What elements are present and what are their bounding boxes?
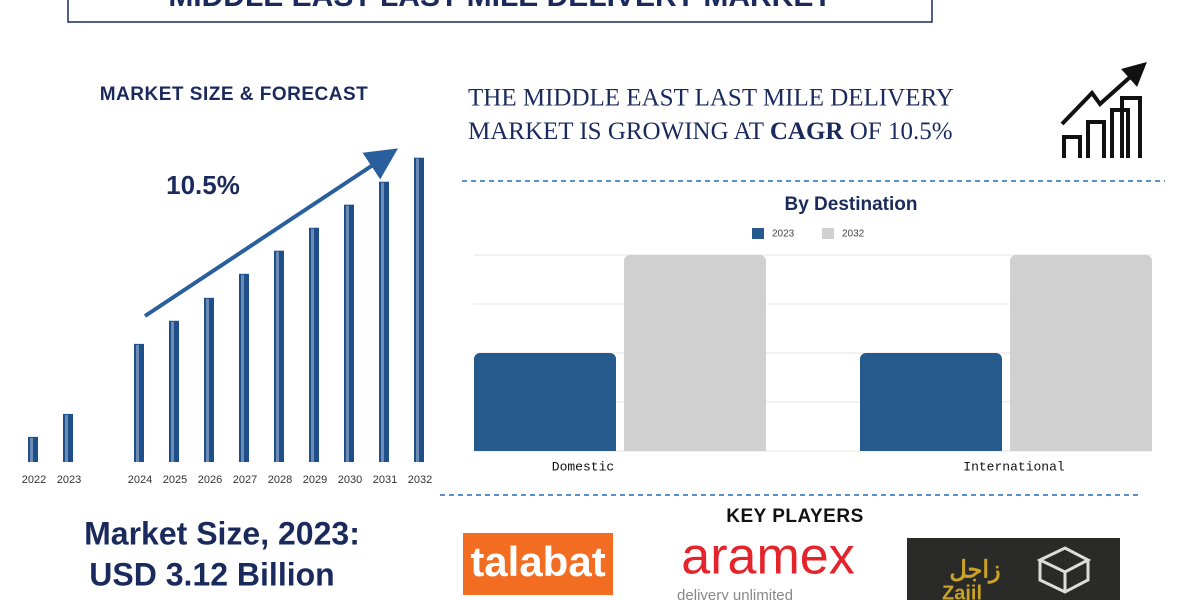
legend-swatch — [752, 228, 764, 239]
header-box — [67, 0, 933, 23]
bar — [134, 343, 144, 462]
bar — [860, 353, 1002, 451]
x-tick-label: 2024 — [128, 474, 152, 486]
bar — [624, 255, 766, 451]
logo-text: Zajil — [942, 582, 982, 600]
bar-foot — [860, 443, 1002, 451]
bar — [474, 353, 616, 451]
market-size: USD 3.12 Billion — [89, 556, 334, 592]
headline-text: OF — [850, 118, 882, 145]
x-tick-label: 2032 — [408, 474, 432, 486]
bar-highlight — [311, 228, 314, 462]
x-tick-label: 2026 — [198, 474, 222, 486]
chart-title: MARKET SIZE & FORECAST — [100, 84, 369, 105]
headline-value: 10.5% — [888, 118, 953, 145]
bar-highlight — [171, 321, 174, 462]
logo-text: talabat — [470, 538, 605, 585]
legend-label: 2032 — [842, 229, 865, 240]
bar — [204, 297, 214, 462]
headline-cagr: CAGR — [770, 118, 845, 145]
bar — [274, 250, 284, 462]
bar-highlight — [346, 205, 349, 462]
bar-foot — [1010, 443, 1152, 451]
bar-highlight — [276, 251, 279, 462]
headline-text: MARKET IS GROWING AT — [468, 118, 764, 145]
bar-highlight — [206, 298, 209, 462]
x-tick-label: 2027 — [233, 474, 257, 486]
bar — [28, 436, 38, 462]
headline: MARKET IS GROWING AT CAGR OF 10.5% — [468, 118, 953, 145]
bar-highlight — [381, 182, 384, 462]
zajil-logo — [907, 538, 1120, 600]
bar-highlight — [416, 158, 419, 463]
logo-text: delivery unlimited — [677, 587, 793, 600]
bar — [344, 204, 354, 462]
growth-arrow — [143, 148, 399, 318]
x-tick-label: 2023 — [57, 474, 81, 486]
growth-icon — [1060, 61, 1147, 158]
bar — [309, 227, 319, 462]
legend-label: 2023 — [772, 229, 795, 240]
market-size: Market Size, 2023: — [84, 515, 360, 551]
bar — [414, 157, 424, 463]
bar-highlight — [65, 414, 68, 462]
x-tick-label: 2031 — [373, 474, 397, 486]
x-tick-label: 2029 — [303, 474, 327, 486]
bar-foot — [624, 443, 766, 451]
bar — [239, 273, 249, 462]
headline: THE MIDDLE EAST LAST MILE DELIVERY — [468, 85, 954, 112]
x-tick-label: 2030 — [338, 474, 362, 486]
legend-swatch — [822, 228, 834, 239]
talabat-logo — [463, 533, 613, 595]
bar-highlight — [136, 344, 139, 462]
bar-foot — [474, 443, 616, 451]
bar-highlight — [241, 274, 244, 462]
bar — [63, 413, 73, 462]
header-title: MIDDLE EAST LAST MILE DELIVERY MARKET — [168, 0, 831, 13]
box-icon — [1036, 546, 1092, 594]
x-tick-label: Domestic — [552, 459, 614, 474]
logo-text: aramex — [681, 528, 854, 586]
bar — [169, 320, 179, 462]
logo-text: زاجل — [949, 556, 1000, 584]
annotation: 10.5% — [166, 170, 240, 200]
x-tick-label: 2025 — [163, 474, 187, 486]
bar — [379, 181, 389, 462]
x-tick-label: International — [963, 459, 1065, 474]
x-tick-label: 2028 — [268, 474, 292, 486]
key-players-title: KEY PLAYERS — [726, 506, 864, 527]
x-tick-label: 2022 — [22, 474, 46, 486]
bar-highlight — [30, 437, 33, 462]
bar — [1010, 255, 1152, 451]
chart-title: By Destination — [784, 194, 917, 215]
